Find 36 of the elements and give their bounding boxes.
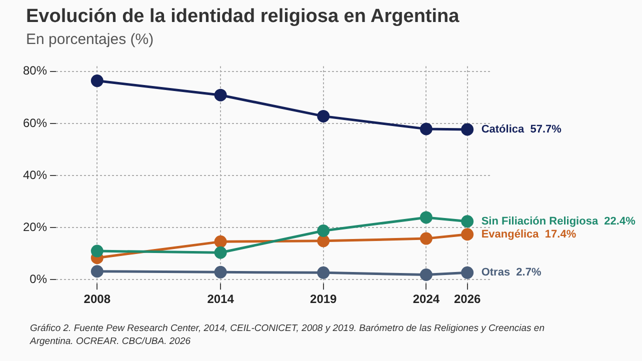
point: [214, 235, 227, 248]
text: Evangélica 17.4%: [481, 228, 576, 240]
point: [317, 224, 330, 237]
point: [90, 265, 104, 278]
point: [214, 266, 227, 278]
point: [420, 122, 432, 136]
point: [461, 215, 474, 228]
point: [90, 74, 104, 88]
point: [317, 110, 330, 122]
x-tick-label: 2024: [412, 292, 440, 306]
point: [214, 88, 227, 102]
point: [214, 246, 227, 259]
y-tick-label: 20%: [22, 220, 48, 234]
x-tick-label: 2008: [84, 292, 111, 306]
point: [420, 268, 432, 281]
point: [461, 123, 474, 136]
text: Otras 2.7%: [481, 266, 542, 279]
y-tick-label: 60%: [22, 116, 48, 130]
point: [317, 266, 330, 279]
chart-title: Evolución de la identidad religiosa en Argentina: [26, 6, 460, 28]
y-tick-label: 80%: [22, 64, 48, 78]
y-tick-label: 0%: [30, 272, 48, 286]
x-tick-label: 2026: [454, 292, 481, 306]
point: [461, 266, 474, 279]
point: [420, 211, 432, 224]
text: Católica 57.7%: [481, 124, 562, 136]
point: [317, 234, 330, 248]
point: [420, 232, 432, 245]
text: Sin Filiación Religiosa 22.4%: [481, 215, 636, 228]
point: [90, 244, 104, 258]
text: Gráfico 2. Fuente Pew Research Center, 2014, CEIL-CONICET, 2008 y 2019. Barómetro de las Religiones y Creencias en Argentina. OCREAR. CBC/UBA. 2026: [30, 322, 546, 348]
x-tick-label: 2019: [310, 292, 338, 306]
y-tick-label: 40%: [22, 168, 48, 182]
chart-subtitle: En porcentajes (%): [26, 31, 154, 48]
x-tick-label: 2014: [207, 292, 234, 306]
point: [461, 228, 474, 241]
